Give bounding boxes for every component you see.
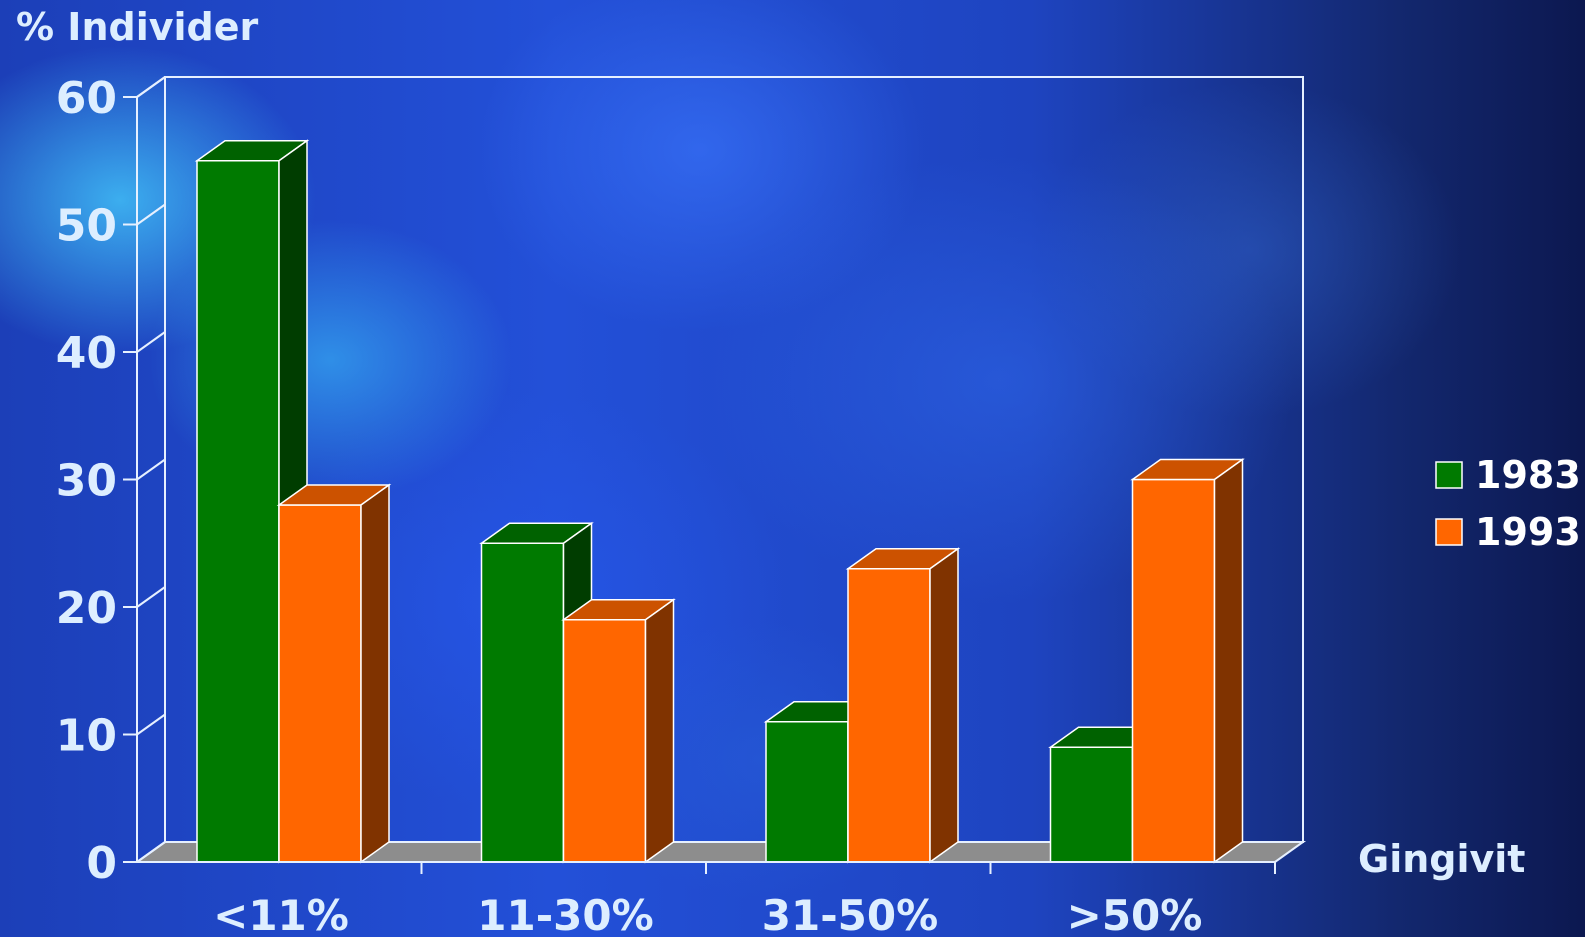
bar-1993-front: [847, 568, 931, 863]
bar-1993-front: [562, 619, 647, 863]
x-category-label: <11%: [213, 891, 349, 937]
y-tick-label: 50: [56, 201, 117, 252]
legend: 1983 1993: [1435, 453, 1581, 554]
bar-1993-front: [1131, 478, 1216, 863]
x-axis-label: Gingivit: [1358, 837, 1525, 881]
chart-text: % Individer Gingivit: [16, 5, 1525, 881]
bars: [194, 139, 1245, 864]
y-tick-label: 40: [56, 328, 117, 379]
y-axis-label: % Individer: [16, 5, 258, 49]
legend-label-1983: 1983: [1475, 453, 1581, 497]
bar-1983-front: [765, 721, 849, 863]
axes: 0 10 20 30 40 50 60 <11% 11-30% 31-50% >50%: [56, 73, 1276, 937]
bar-1983-front: [1049, 746, 1134, 863]
y-tick-label: 60: [56, 73, 117, 124]
y-tick-label: 0: [86, 838, 117, 889]
y-tick-label: 10: [56, 711, 117, 762]
x-category-label: 31-50%: [762, 891, 938, 937]
y-tick-label: 20: [56, 583, 117, 634]
bar-1983-front: [480, 542, 565, 863]
legend-swatch-1983: [1435, 461, 1463, 489]
y-tick-depth-line: [136, 203, 166, 226]
legend-label-1993: 1993: [1475, 510, 1581, 554]
bar-1993-side: [360, 483, 390, 864]
x-category-label: >50%: [1067, 891, 1203, 937]
y-tick-depth-line: [136, 841, 166, 863]
bar-1993-side: [644, 598, 675, 864]
bar-1993-side: [1213, 458, 1244, 864]
y-tick-label: 30: [56, 456, 117, 507]
y-tick-depth-line: [136, 713, 166, 736]
bar-1983-front: [196, 160, 280, 863]
y-tick-depth-line: [136, 76, 166, 98]
y-tick-depth-line: [136, 458, 166, 481]
x-category-label: 11-30%: [477, 891, 653, 937]
y-tick-depth-line: [136, 586, 166, 608]
legend-swatch-1993: [1435, 518, 1463, 546]
bar-1993-front: [278, 504, 362, 863]
y-tick-depth-line: [136, 331, 166, 353]
bar-1993-side: [929, 547, 959, 864]
